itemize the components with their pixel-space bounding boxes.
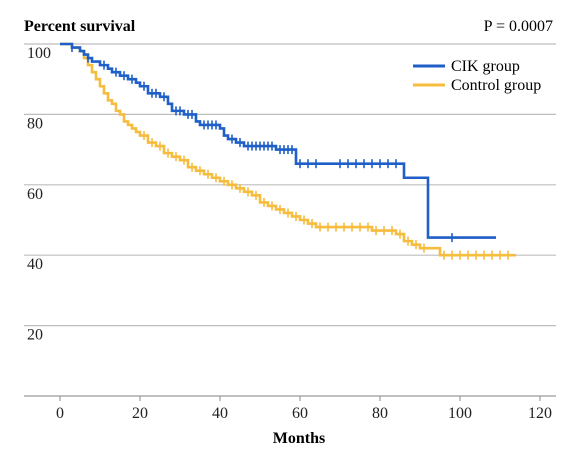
chart-title: Percent survival xyxy=(24,18,136,35)
y-tick-label: 20 xyxy=(27,327,43,344)
x-tick-label: 60 xyxy=(292,405,308,422)
x-tick-label: 80 xyxy=(372,405,388,422)
p-value-annotation: P = 0.0007 xyxy=(484,18,553,35)
y-tick-labels: 100 80 60 40 20 xyxy=(27,45,51,344)
legend: CIK group Control group xyxy=(413,58,541,94)
axes xyxy=(24,395,556,401)
y-tick-label: 40 xyxy=(27,256,43,273)
x-tick-label: 100 xyxy=(448,405,472,422)
x-tick-label: 0 xyxy=(56,405,64,422)
y-tick-label: 80 xyxy=(27,115,43,132)
x-tick-labels: 0 20 40 60 80 100 120 xyxy=(56,405,552,422)
x-tick-label: 20 xyxy=(132,405,148,422)
control-group-legend-label: Control group xyxy=(451,77,541,94)
x-tick-label: 40 xyxy=(212,405,228,422)
cik-group-legend-label: CIK group xyxy=(451,58,520,75)
series-curves xyxy=(60,42,516,260)
x-tick-label: 120 xyxy=(528,405,552,422)
y-tick-label: 100 xyxy=(27,45,51,62)
y-tick-label: 60 xyxy=(27,186,43,203)
x-axis-label: Months xyxy=(273,430,325,447)
